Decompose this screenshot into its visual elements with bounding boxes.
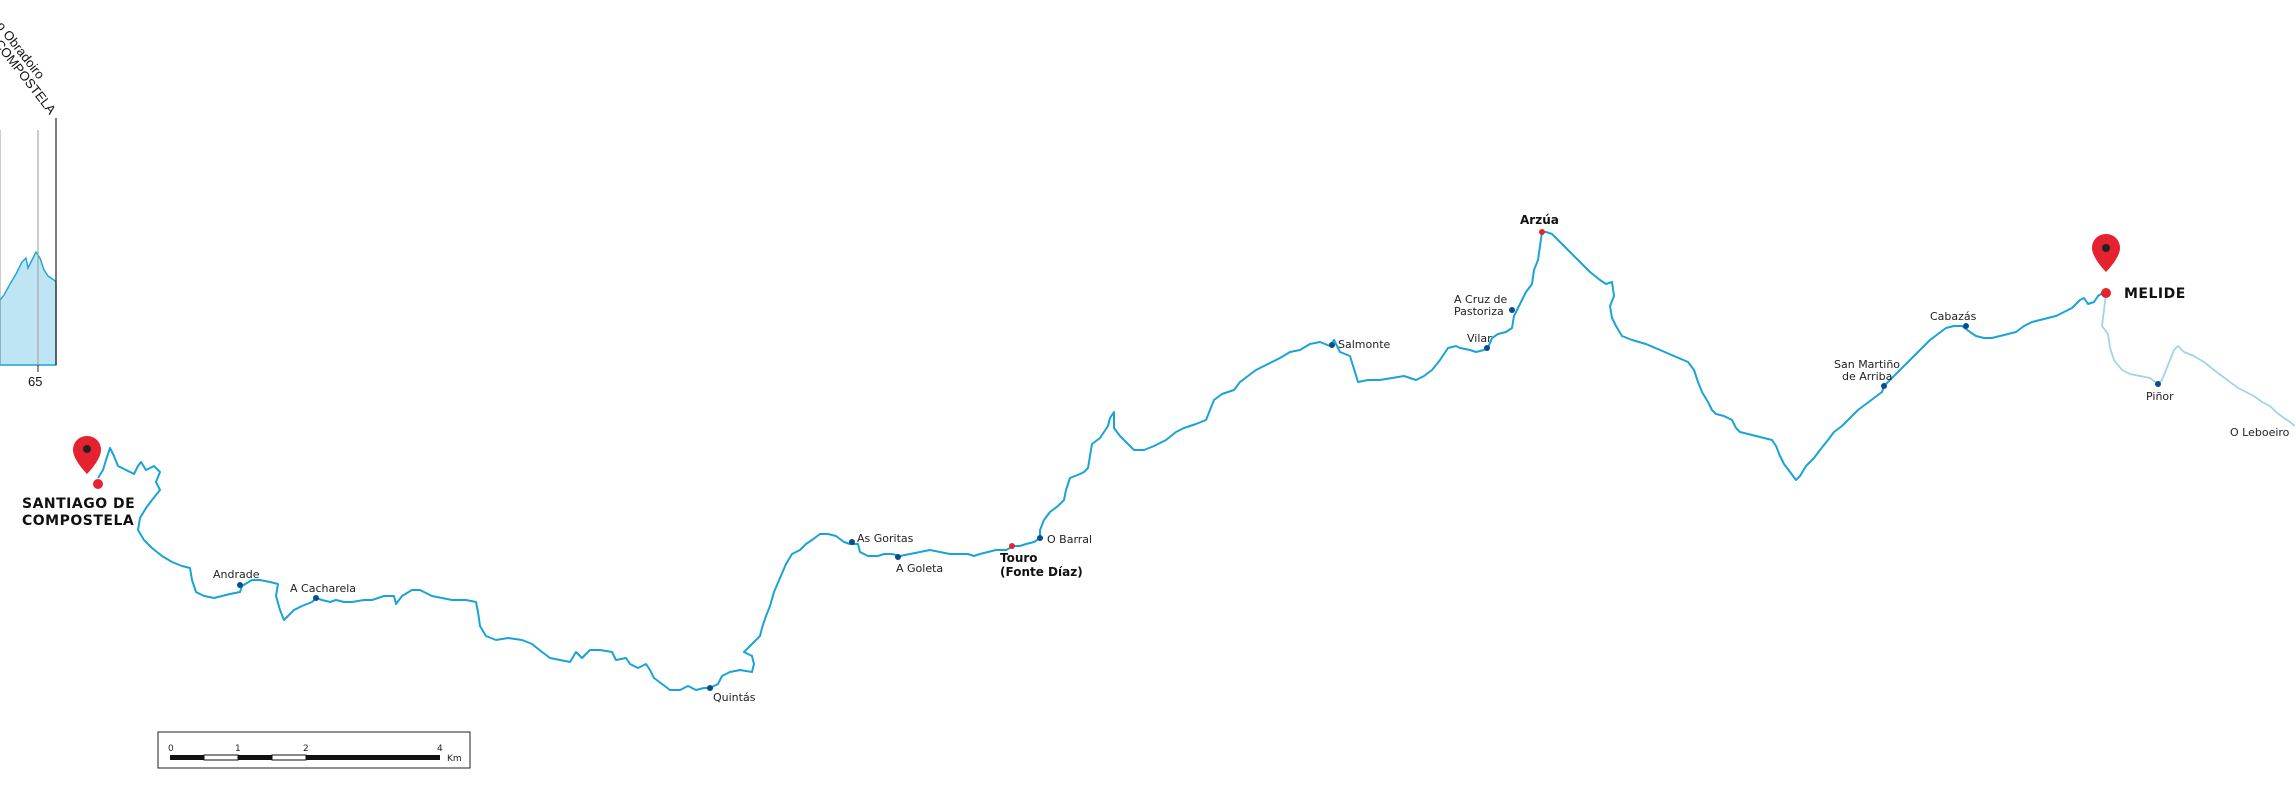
place-label-pinor: Piñor bbox=[2146, 390, 2174, 403]
stop-point-arzua bbox=[1539, 229, 1545, 235]
place-label-cabazas: Cabazás bbox=[1930, 310, 1977, 323]
map-pin-icon bbox=[2092, 234, 2120, 272]
place-label-salmonte: Salmonte bbox=[1338, 338, 1391, 351]
place-label-melide: MELIDE bbox=[2124, 286, 2186, 302]
stop-point-cacharela bbox=[313, 595, 319, 601]
place-label-vilar: Vilar bbox=[1467, 332, 1492, 345]
place-label-goritas: As Goritas bbox=[857, 532, 914, 545]
place-label-martino-line2: de Arriba bbox=[1842, 370, 1892, 383]
stop-point-pinor bbox=[2155, 381, 2161, 387]
place-label-santiago-line2: COMPOSTELA bbox=[22, 513, 134, 529]
place-label-quintas: Quintás bbox=[713, 691, 756, 704]
scale-segment bbox=[203, 754, 239, 761]
stop-point-touro bbox=[1009, 543, 1015, 549]
route-end-point bbox=[2101, 288, 2111, 298]
map-pin-dot bbox=[2102, 244, 2110, 252]
profile-km-label: 65 bbox=[28, 374, 42, 389]
scale-segment bbox=[306, 755, 440, 760]
place-label-cruz-line2: Pastoriza bbox=[1454, 305, 1504, 318]
place-label-barral: O Barral bbox=[1047, 533, 1092, 546]
stop-point-vilar bbox=[1484, 345, 1490, 351]
place-label-martino-line1: San Martiño bbox=[1834, 358, 1900, 371]
scale-segment bbox=[271, 754, 307, 761]
place-label-leboeiro: O Leboeiro bbox=[2230, 426, 2290, 439]
stop-point-martino bbox=[1881, 383, 1887, 389]
place-label-goleta: A Goleta bbox=[896, 562, 943, 575]
scale-tick-4: 4 bbox=[437, 744, 443, 754]
stop-point-cruz bbox=[1509, 307, 1515, 313]
stop-point-goritas bbox=[849, 539, 855, 545]
marker-melide bbox=[2092, 234, 2120, 298]
route-start-point bbox=[93, 479, 103, 489]
place-label-santiago-line1: SANTIAGO DE bbox=[22, 496, 135, 512]
route-line-continuation bbox=[2101, 293, 2295, 427]
place-label-touro-line1: Touro bbox=[1000, 551, 1038, 565]
place-label-arzua: Arzúa bbox=[1520, 213, 1559, 227]
scale-tick-0: 0 bbox=[168, 744, 174, 754]
place-label-cacharela: A Cacharela bbox=[290, 582, 356, 595]
marker-santiago bbox=[73, 436, 103, 489]
scale-tick-2: 2 bbox=[303, 744, 309, 754]
scale-bar: 0 1 2 4 Km bbox=[157, 731, 471, 769]
route-line bbox=[97, 231, 2105, 691]
map-pin-dot bbox=[83, 445, 91, 453]
stop-point-goleta bbox=[895, 554, 901, 560]
place-label-cruz-line1: A Cruz de bbox=[1454, 293, 1507, 306]
place-label-touro-line2: (Fonte Díaz) bbox=[1000, 565, 1083, 579]
profile-area bbox=[0, 250, 57, 366]
scale-unit: Km bbox=[447, 754, 462, 764]
place-label-andrade: Andrade bbox=[213, 568, 260, 581]
stop-point-salmonte bbox=[1329, 342, 1335, 348]
scale-bar-frame bbox=[157, 731, 471, 769]
stop-point-quintas bbox=[707, 685, 713, 691]
scale-tick-1: 1 bbox=[235, 744, 241, 754]
stop-point-barral bbox=[1037, 535, 1043, 541]
scale-segment bbox=[170, 755, 204, 760]
stop-point-andrade bbox=[237, 582, 243, 588]
map-pin-icon bbox=[73, 436, 101, 474]
scale-segment bbox=[238, 755, 272, 760]
elevation-profile: 65 o Obradoiro COMPOSTELA bbox=[0, 19, 59, 389]
stop-point-cabazas bbox=[1963, 323, 1969, 329]
